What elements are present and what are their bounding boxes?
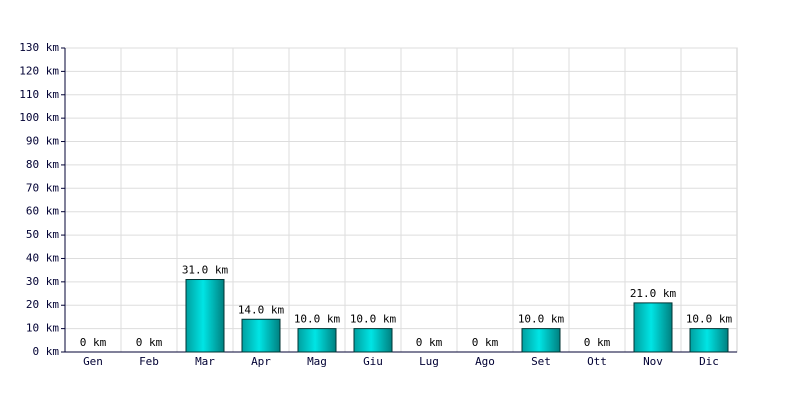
x-tick-label: Giu: [363, 355, 383, 368]
y-tick-label: 100 km: [19, 111, 59, 124]
y-tick-label: 0 km: [33, 345, 60, 358]
value-label: 10.0 km: [686, 313, 733, 326]
y-tick-label: 80 km: [26, 158, 59, 171]
x-tick-label: Nov: [643, 355, 663, 368]
y-tick-label: 110 km: [19, 88, 59, 101]
value-label: 0 km: [136, 336, 163, 349]
x-tick-label: Feb: [139, 355, 159, 368]
bar: [185, 279, 225, 353]
bar: [689, 328, 729, 353]
value-label: 10.0 km: [294, 313, 341, 326]
x-tick-label: Gen: [83, 355, 103, 368]
x-tick-label: Mar: [195, 355, 215, 368]
value-label: 10.0 km: [518, 313, 565, 326]
y-tick-label: 60 km: [26, 205, 59, 218]
x-tick-label: Dic: [699, 355, 719, 368]
x-tick-label: Apr: [251, 355, 271, 368]
y-tick-label: 50 km: [26, 228, 59, 241]
bar: [521, 328, 561, 353]
bar: [633, 302, 673, 353]
value-label: 21.0 km: [630, 287, 677, 300]
y-tick-label: 10 km: [26, 322, 59, 335]
value-label: 0 km: [416, 336, 443, 349]
y-tick-label: 40 km: [26, 251, 59, 264]
value-label: 0 km: [584, 336, 611, 349]
value-label: 14.0 km: [238, 303, 285, 316]
bar: [353, 328, 393, 353]
x-tick-label: Ott: [587, 355, 607, 368]
value-label: 0 km: [80, 336, 107, 349]
value-label: 0 km: [472, 336, 499, 349]
y-tick-label: 120 km: [19, 64, 59, 77]
x-tick-label: Lug: [419, 355, 439, 368]
y-tick-label: 130 km: [19, 41, 59, 54]
value-label: 31.0 km: [182, 264, 229, 277]
y-tick-label: 90 km: [26, 135, 59, 148]
y-tick-label: 30 km: [26, 275, 59, 288]
x-tick-label: Mag: [307, 355, 327, 368]
y-tick-label: 20 km: [26, 298, 59, 311]
x-tick-label: Ago: [475, 355, 495, 368]
value-label: 10.0 km: [350, 313, 397, 326]
x-tick-label: Set: [531, 355, 551, 368]
y-tick-label: 70 km: [26, 181, 59, 194]
bar: [241, 318, 281, 353]
bar: [297, 328, 337, 353]
